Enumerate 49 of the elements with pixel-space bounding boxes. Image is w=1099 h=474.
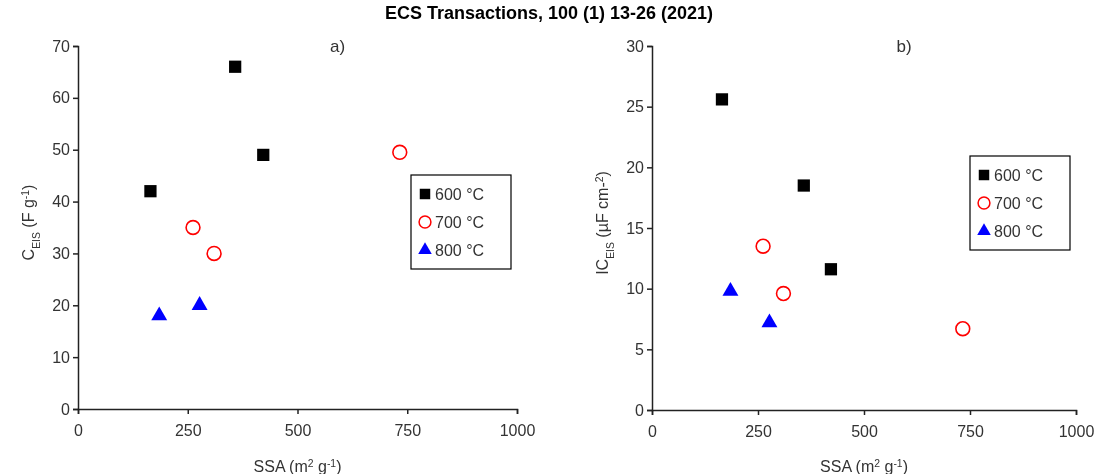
chart-title: a) [329, 37, 346, 56]
legend-label: 800 °C [994, 223, 1044, 240]
point [761, 313, 778, 328]
legend-label: 800 °C [435, 242, 485, 259]
x-tick-label: 750 [957, 423, 984, 441]
y-tick-label: 30 [626, 37, 645, 55]
point [229, 60, 242, 73]
x-tick-label: 0 [648, 423, 658, 441]
point [824, 263, 838, 276]
y-tick-label: 10 [52, 348, 71, 366]
legend-label: 700 °C [435, 214, 485, 231]
point [191, 296, 208, 310]
x-tick-label: 1000 [1058, 423, 1095, 441]
y-tick-label: 20 [626, 158, 645, 176]
legend-label: 700 °C [994, 195, 1044, 212]
point [144, 185, 157, 198]
y-tick-label: 10 [626, 280, 645, 298]
y-tick-label: 50 [52, 141, 71, 159]
y-tick-label: 0 [635, 401, 645, 419]
y-tick-label: 25 [626, 98, 645, 116]
x-tick-label: 500 [851, 423, 878, 441]
point [755, 238, 771, 254]
chart-title: b) [896, 37, 912, 56]
point [797, 179, 810, 192]
x-tick-label: 750 [394, 422, 422, 440]
y-tick-label: 15 [626, 219, 645, 237]
point [206, 245, 222, 262]
y-tick-label: 20 [52, 296, 71, 314]
text: ECS Transactions, 100 (1) 13-26 (2021) [384, 3, 714, 23]
point [955, 321, 971, 337]
y-tick-label: 70 [52, 37, 71, 55]
x-tick-label: 250 [174, 422, 202, 440]
point [257, 148, 270, 162]
x-tick-label: 1000 [499, 422, 536, 440]
legend-label: 600 °C [435, 186, 485, 203]
y-tick-label: 40 [52, 193, 71, 211]
point [392, 144, 408, 160]
x-tick-label: 0 [74, 422, 84, 440]
y-tick-label: 5 [635, 340, 645, 358]
y-tick-label: 0 [61, 400, 71, 418]
legend-label: 600 °C [994, 167, 1044, 184]
point [151, 306, 168, 321]
point [715, 93, 729, 106]
x-tick-label: 500 [284, 422, 312, 440]
y-tick-label: 30 [52, 245, 71, 263]
y-tick-label: 60 [52, 89, 71, 107]
x-tick-label: 250 [745, 423, 772, 441]
point [775, 285, 792, 302]
point [185, 219, 201, 236]
